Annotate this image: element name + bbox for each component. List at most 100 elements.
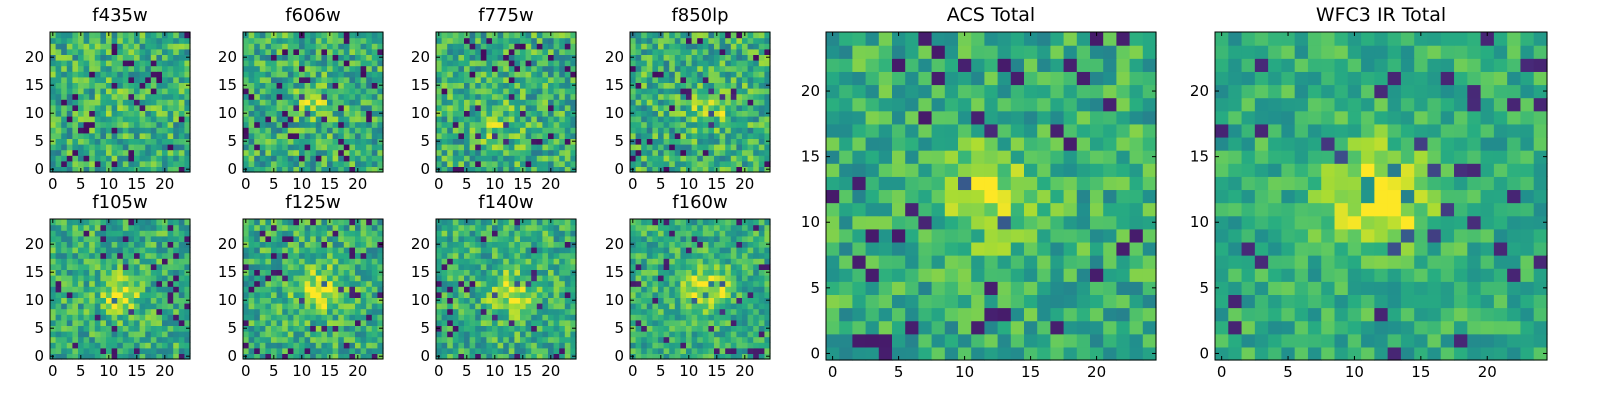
pixel-cell	[514, 219, 521, 226]
pixel-cell	[548, 331, 555, 338]
pixel-cell	[531, 280, 538, 287]
pixel-cell	[315, 303, 322, 310]
pixel-cell	[55, 235, 62, 242]
pixel-cell	[542, 353, 549, 360]
pixel-cell	[702, 286, 709, 293]
pixel-cell	[371, 127, 378, 134]
pixel-cell	[111, 331, 118, 338]
pixel-cell	[441, 325, 448, 332]
pixel-cell	[371, 65, 378, 72]
pixel-cell	[89, 286, 96, 293]
pixel-cell	[338, 116, 345, 123]
pixel-cell	[646, 71, 653, 78]
pixel-cell	[436, 263, 443, 270]
pixel-cell	[332, 247, 339, 254]
pixel-cell	[680, 280, 687, 287]
pixel-cell	[128, 258, 135, 265]
pixel-cell	[55, 224, 62, 231]
pixel-cell	[447, 48, 454, 55]
pixel-cell	[254, 275, 261, 282]
pixel-cell	[658, 336, 665, 343]
pixel-cell	[117, 116, 124, 123]
pixel-cell	[50, 286, 57, 293]
pixel-cell	[514, 342, 521, 349]
pixel-cell	[452, 308, 459, 315]
pixel-cell	[122, 138, 129, 145]
pixel-cell	[680, 275, 687, 282]
pixel-cell	[497, 65, 504, 72]
pixel-cell	[360, 166, 367, 173]
pixel-cell	[753, 347, 760, 354]
pixel-cell	[184, 336, 191, 343]
pixel-cell	[646, 269, 653, 276]
pixel-cell	[178, 258, 185, 265]
pixel-cell	[349, 76, 356, 83]
pixel-cell	[338, 155, 345, 162]
pixel-cell	[719, 325, 726, 332]
pixel-cell	[343, 331, 350, 338]
pixel-cell	[122, 336, 129, 343]
pixel-cell	[310, 93, 317, 100]
pixel-cell	[287, 37, 294, 44]
pixel-cell	[635, 116, 642, 123]
pixel-cell	[55, 258, 62, 265]
pixel-cell	[366, 308, 373, 315]
pixel-cell	[492, 258, 499, 265]
pixel-cell	[94, 308, 101, 315]
pixel-cell	[753, 76, 760, 83]
pixel-cell	[525, 252, 532, 259]
pixel-cell	[753, 166, 760, 173]
pixel-cell	[321, 37, 328, 44]
pixel-cell	[327, 347, 334, 354]
pixel-cell	[94, 235, 101, 242]
pixel-cell	[66, 297, 73, 304]
pixel-cell	[719, 314, 726, 321]
pixel-cell	[156, 65, 163, 72]
pixel-cell	[145, 60, 152, 67]
pixel-cell	[641, 308, 648, 315]
pixel-cell	[697, 60, 704, 67]
pixel-cell	[287, 297, 294, 304]
pixel-cell	[714, 60, 721, 67]
y-tick-label: 20	[218, 48, 237, 66]
pixel-cell	[55, 65, 62, 72]
pixel-cell	[304, 353, 311, 360]
pixel-cell	[332, 224, 339, 231]
pixel-cell	[464, 110, 471, 117]
pixel-cell	[753, 144, 760, 151]
pixel-cell	[674, 353, 681, 360]
pixel-cell	[178, 88, 185, 95]
pixel-cell	[464, 280, 471, 287]
pixel-cell	[332, 54, 339, 61]
pixel-cell	[469, 71, 476, 78]
pixel-cell	[184, 48, 191, 55]
pixel-cell	[83, 275, 90, 282]
x-tick-label: 15	[127, 175, 146, 193]
pixel-cell	[475, 258, 482, 265]
pixel-cell	[764, 48, 771, 55]
pixel-cell	[66, 93, 73, 100]
pixel-cell	[310, 342, 317, 349]
pixel-cell	[742, 308, 749, 315]
pixel-cell	[458, 291, 465, 298]
pixel-cell	[736, 76, 743, 83]
pixel-cell	[117, 286, 124, 293]
pixel-cell	[106, 303, 113, 310]
pixel-cell	[366, 303, 373, 310]
pixel-cell	[259, 353, 266, 360]
pixel-cell	[83, 110, 90, 117]
pixel-cell	[349, 263, 356, 270]
pixel-cell	[156, 37, 163, 44]
pixel-cell	[525, 291, 532, 298]
pixel-cell	[758, 314, 765, 321]
pixel-cell	[299, 235, 306, 242]
pixel-cell	[441, 104, 448, 111]
pixel-cell	[680, 336, 687, 343]
pixel-cell	[697, 71, 704, 78]
pixel-cell	[293, 219, 300, 226]
pixel-cell	[697, 303, 704, 310]
pixel-cell	[145, 291, 152, 298]
pixel-cell	[641, 116, 648, 123]
pixel-cell	[536, 76, 543, 83]
pixel-cell	[178, 308, 185, 315]
